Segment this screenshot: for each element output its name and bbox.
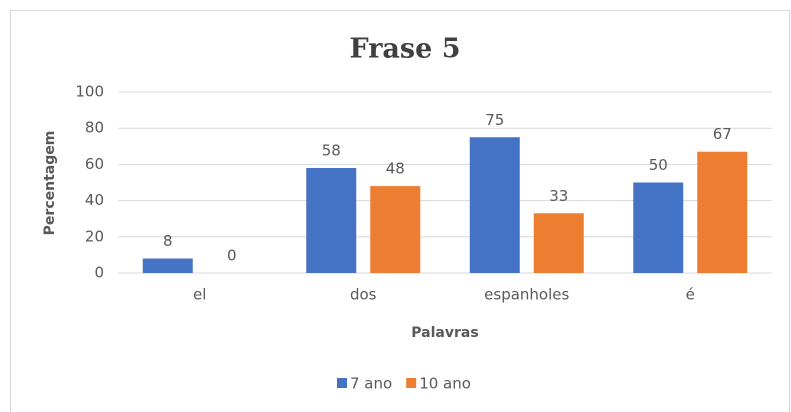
bar xyxy=(533,213,584,273)
y-tick-label: 80 xyxy=(85,119,104,137)
data-label: 8 xyxy=(163,232,173,250)
data-label: 48 xyxy=(386,160,405,178)
data-label: 50 xyxy=(649,156,668,174)
x-tick-label: espanholes xyxy=(484,286,569,304)
legend-label: 7 ano xyxy=(350,375,392,393)
x-tick-label: dos xyxy=(350,286,377,304)
y-tick-label: 20 xyxy=(85,227,104,245)
y-tick-label: 100 xyxy=(75,83,104,101)
bar xyxy=(469,137,520,273)
data-label: 0 xyxy=(227,247,237,265)
x-tick-label: el xyxy=(193,286,206,304)
bar xyxy=(633,182,684,273)
legend-label: 10 ano xyxy=(419,375,471,393)
data-label: 75 xyxy=(485,111,504,129)
x-axis-label: Palavras xyxy=(411,325,478,341)
legend-swatch xyxy=(406,378,417,388)
y-tick-label: 0 xyxy=(94,264,104,282)
legend-swatch xyxy=(337,378,347,388)
y-tick-label: 40 xyxy=(85,191,104,209)
x-tick-label: é xyxy=(686,286,695,304)
bar xyxy=(370,186,421,273)
data-label: 67 xyxy=(713,125,732,143)
data-label: 58 xyxy=(322,142,341,160)
chart-title: Frase 5 xyxy=(350,34,461,65)
bar xyxy=(306,168,357,273)
bar xyxy=(142,258,193,273)
data-label: 33 xyxy=(549,187,568,205)
y-tick-label: 60 xyxy=(85,155,104,173)
bar xyxy=(697,151,748,273)
y-axis-label: Percentagem xyxy=(42,131,58,236)
